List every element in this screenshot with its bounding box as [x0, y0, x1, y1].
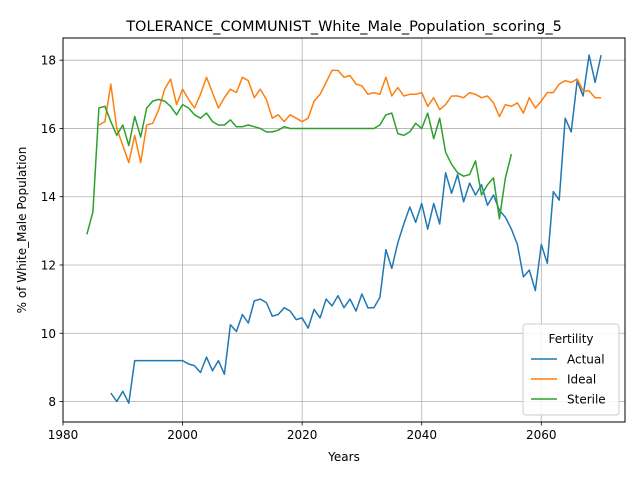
- x-axis-label: Years: [327, 450, 360, 464]
- legend: Fertility Actual Ideal Sterile: [523, 324, 619, 415]
- x-tick-label: 2060: [526, 428, 557, 442]
- y-tick-label: 16: [41, 122, 56, 136]
- x-tick-label: 1980: [48, 428, 79, 442]
- y-tick-label: 18: [41, 54, 56, 68]
- x-tick-label: 2020: [287, 428, 318, 442]
- legend-label-sterile: Sterile: [567, 393, 606, 407]
- y-tick-label: 8: [48, 395, 56, 409]
- x-tick-label: 2040: [406, 428, 437, 442]
- legend-label-ideal: Ideal: [567, 373, 596, 387]
- y-tick-label: 14: [41, 190, 56, 204]
- legend-label-actual: Actual: [567, 353, 605, 367]
- y-axis-label: % of White_Male Population: [15, 147, 29, 314]
- y-tick-label: 10: [41, 327, 56, 341]
- x-tick-label: 2000: [167, 428, 198, 442]
- y-tick-label: 12: [41, 258, 56, 272]
- chart-title: TOLERANCE_COMMUNIST_White_Male_Populatio…: [125, 19, 562, 35]
- legend-title: Fertility: [548, 332, 593, 346]
